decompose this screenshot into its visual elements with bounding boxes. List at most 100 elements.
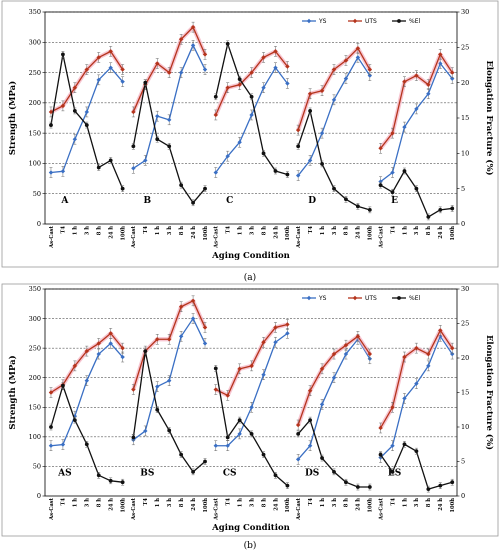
data-point-el (390, 190, 395, 195)
data-point-ys (213, 443, 218, 448)
data-point-el (320, 162, 324, 166)
x-tick-label: As-Cast (214, 225, 220, 249)
series-line-el (132, 82, 206, 204)
legend-marker (306, 295, 312, 301)
group-label: AS (57, 469, 71, 479)
data-point-ys (166, 117, 172, 123)
series-line-ys (380, 335, 453, 459)
series-line-ys (50, 342, 124, 447)
data-point-ys (143, 428, 148, 434)
data-point-uts (331, 67, 337, 72)
data-point-ys (343, 351, 349, 357)
data-point-uts (367, 351, 373, 357)
y2-tick-label: 15 (461, 114, 469, 122)
data-point-el (355, 204, 360, 209)
data-point-el (49, 123, 53, 127)
x-tick-label: 24 h (108, 498, 114, 511)
x-tick-label: 8 h (426, 498, 432, 507)
series-line-el (132, 350, 206, 473)
data-point-el (273, 473, 278, 478)
data-point-el (108, 158, 113, 163)
data-point-uts (438, 328, 443, 333)
data-point-uts (213, 112, 218, 118)
data-point-uts (331, 351, 337, 357)
data-point-uts (378, 146, 383, 151)
y-tick-label: 350 (29, 8, 41, 16)
group-label: E (391, 196, 398, 206)
data-point-ys (225, 153, 230, 159)
y2-tick-label: 30 (461, 285, 469, 293)
x-tick-label: 24 h (438, 226, 444, 239)
x-tick-label: 1 h (320, 498, 326, 507)
data-point-el (84, 123, 89, 127)
data-point-ys (72, 137, 78, 142)
x-tick-label: 24 h (356, 498, 362, 511)
data-point-el (273, 169, 278, 173)
series-line-uts (297, 47, 371, 131)
x-tick-label: As-Cast (49, 225, 55, 249)
data-point-el (285, 483, 290, 488)
x-tick-label: As-Cast (214, 497, 220, 521)
data-point-el (378, 183, 383, 188)
data-point-uts (319, 366, 325, 372)
data-point-uts (285, 322, 290, 327)
data-point-uts (343, 58, 349, 63)
data-point-uts (120, 345, 125, 351)
y-axis-title: Strength (MPa) (7, 355, 18, 429)
panel-b: 0 50 100 150 200 250 300 350 0 5 10 15 20 25 30 Strengt… (1, 283, 499, 550)
data-point-ys (249, 405, 254, 410)
x-tick-label: 3 h (332, 226, 338, 235)
data-point-uts (237, 82, 242, 87)
data-point-el (426, 487, 431, 491)
legend-marker (397, 296, 401, 300)
data-point-el (332, 469, 336, 474)
data-point-ys (307, 443, 313, 448)
panel-a: 0 50 100 150 200 250 300 350 0 5 10 15 20 25 30 Strengt… (1, 0, 499, 283)
x-tick-label: 100h (450, 226, 456, 241)
legend-label: %El (409, 295, 420, 302)
data-point-uts (307, 388, 313, 393)
data-point-ys (120, 354, 125, 360)
y-tick-label: 150 (29, 403, 41, 411)
data-point-el (249, 432, 254, 436)
legend-label: UTS (365, 18, 377, 25)
data-point-uts (166, 70, 172, 75)
data-point-uts (355, 334, 361, 339)
data-point-el (237, 77, 242, 82)
data-point-uts (48, 390, 54, 395)
data-point-ys (249, 112, 254, 118)
x-tick-label: 8 h (97, 498, 103, 507)
y2-tick-label: 25 (461, 44, 469, 52)
data-point-el (131, 435, 136, 440)
data-point-ys (402, 396, 407, 401)
x-tick-label: 1 h (237, 498, 243, 507)
legend-label: YS (318, 295, 327, 302)
data-point-el (320, 456, 324, 460)
data-point-el (167, 428, 172, 433)
data-point-uts (84, 67, 89, 72)
data-point-ys (48, 443, 54, 448)
data-point-ys (190, 43, 196, 48)
data-point-el (191, 200, 195, 205)
y2-tick-label: 5 (461, 458, 465, 466)
y-tick-label: 250 (29, 69, 41, 77)
x-tick-label: 1 h (155, 226, 161, 235)
data-point-ys (48, 170, 54, 175)
data-point-el (367, 485, 372, 489)
data-point-uts (414, 73, 419, 78)
uts-glow (213, 49, 290, 116)
y2-tick-label: 20 (461, 354, 469, 362)
data-point-ys (378, 179, 383, 184)
x-tick-label: As-Cast (131, 225, 137, 249)
data-point-el (402, 169, 407, 173)
data-point-ys (390, 170, 395, 175)
series-line-el (215, 43, 288, 176)
data-point-uts (307, 91, 313, 96)
x-tick-label: T4 (61, 226, 67, 234)
x-tick-label: 100h (120, 498, 126, 513)
data-point-uts (249, 70, 254, 75)
x-tick-label: 1 h (237, 226, 243, 235)
data-point-el (179, 183, 184, 188)
data-point-ys (96, 351, 101, 357)
data-point-uts (367, 67, 373, 72)
